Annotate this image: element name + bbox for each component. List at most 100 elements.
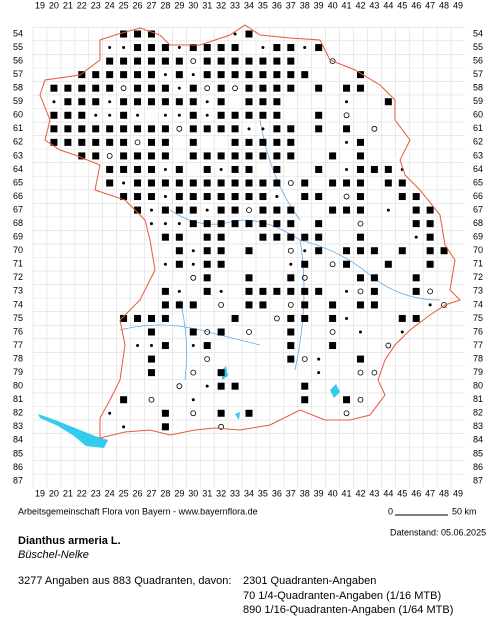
row-label: 82 (13, 408, 23, 418)
occurrence-square (147, 71, 155, 79)
column-label: 32 (216, 488, 226, 498)
occurrence-dot (219, 289, 223, 293)
occurrence-square (356, 152, 364, 160)
occurrence-dot (191, 262, 195, 266)
occurrence-square (64, 84, 72, 92)
occurrence-square (134, 71, 142, 79)
column-label: 33 (230, 0, 240, 10)
occurrence-square (106, 84, 114, 92)
occurrence-square (50, 84, 58, 92)
occurrence-dot (108, 411, 112, 415)
row-label: 62 (13, 137, 23, 147)
occurrence-square (175, 179, 183, 187)
row-label: 86 (13, 462, 23, 472)
occurrence-square (231, 206, 239, 214)
column-label: 39 (314, 488, 324, 498)
occurrence-square (203, 71, 211, 79)
row-label: 70 (13, 245, 23, 255)
occurrence-square (203, 260, 211, 268)
occurrence-dot (163, 73, 167, 77)
occurrence-square (315, 220, 323, 228)
occurrence-square (384, 165, 392, 173)
occurrence-circle (385, 342, 392, 349)
occurrence-square (106, 138, 114, 146)
occurrence-circle (357, 369, 364, 376)
column-label: 21 (63, 488, 73, 498)
occurrence-circle (287, 302, 294, 308)
occurrence-dot (345, 140, 349, 144)
occurrence-dot (177, 222, 181, 226)
row-label: 74 (13, 299, 23, 309)
column-label: 48 (439, 0, 449, 10)
summary-line: 70 1/4-Quadranten-Angaben (1/16 MTB) (243, 590, 441, 602)
occurrence-square (231, 220, 239, 228)
occurrence-circle (218, 302, 225, 308)
row-label: 78 (13, 353, 23, 363)
occurrence-dot (122, 425, 126, 429)
occurrence-square (106, 125, 114, 133)
column-label: 29 (174, 488, 184, 498)
occurrence-square (147, 125, 155, 133)
occurrence-square (120, 71, 128, 79)
occurrence-dot (163, 262, 167, 266)
occurrence-square (412, 220, 420, 228)
occurrence-dot (163, 195, 167, 199)
occurrence-square (175, 301, 183, 309)
occurrence-dot (317, 371, 321, 375)
occurrence-circle (246, 207, 252, 213)
occurrence-square (161, 98, 169, 106)
row-label: 59 (13, 96, 23, 106)
occurrence-square (398, 314, 406, 322)
occurrence-square (203, 165, 211, 173)
occurrence-square (426, 206, 434, 214)
occurrence-square (412, 206, 420, 214)
occurrence-square (440, 247, 448, 255)
column-label: 29 (174, 0, 184, 10)
occurrence-square (64, 125, 72, 133)
occurrence-dot (205, 100, 209, 104)
occurrence-square (287, 44, 295, 52)
occurrence-square (231, 125, 239, 133)
row-label: 56 (473, 55, 483, 65)
occurrence-square (245, 179, 253, 187)
occurrence-square (120, 57, 128, 65)
row-label: 64 (473, 164, 483, 174)
row-label: 84 (473, 435, 483, 445)
occurrence-square (189, 220, 197, 228)
scale-start: 0 (388, 506, 393, 516)
occurrence-square (231, 71, 239, 79)
column-label: 37 (286, 488, 296, 498)
occurrence-square (203, 44, 211, 52)
occurrence-square (189, 84, 197, 92)
occurrence-square (78, 71, 86, 79)
occurrence-square (245, 301, 253, 309)
occurrence-dot (261, 46, 265, 50)
occurrence-circle (204, 85, 211, 92)
column-label: 36 (272, 0, 282, 10)
occurrence-dot (191, 249, 195, 253)
occurrence-square (203, 193, 211, 201)
row-label: 80 (473, 381, 483, 391)
occurrence-square (426, 233, 434, 241)
column-label: 47 (425, 0, 435, 10)
occurrence-square (231, 152, 239, 160)
occurrence-square (161, 233, 169, 241)
occurrence-square (120, 30, 128, 38)
occurrence-square (106, 71, 114, 79)
row-label: 83 (473, 421, 483, 431)
occurrence-dot (177, 113, 181, 117)
occurrence-square (259, 193, 267, 201)
occurrence-square (412, 287, 420, 295)
occurrence-dot (108, 100, 112, 104)
occurrence-dot (191, 398, 195, 402)
occurrence-dot (52, 100, 56, 104)
column-label: 31 (202, 0, 212, 10)
occurrence-square (273, 84, 281, 92)
occurrence-square (161, 125, 169, 133)
occurrence-dot (345, 289, 349, 293)
occurrence-square (287, 125, 295, 133)
occurrence-square (189, 193, 197, 201)
row-label: 56 (13, 55, 23, 65)
occurrence-square (231, 165, 239, 173)
